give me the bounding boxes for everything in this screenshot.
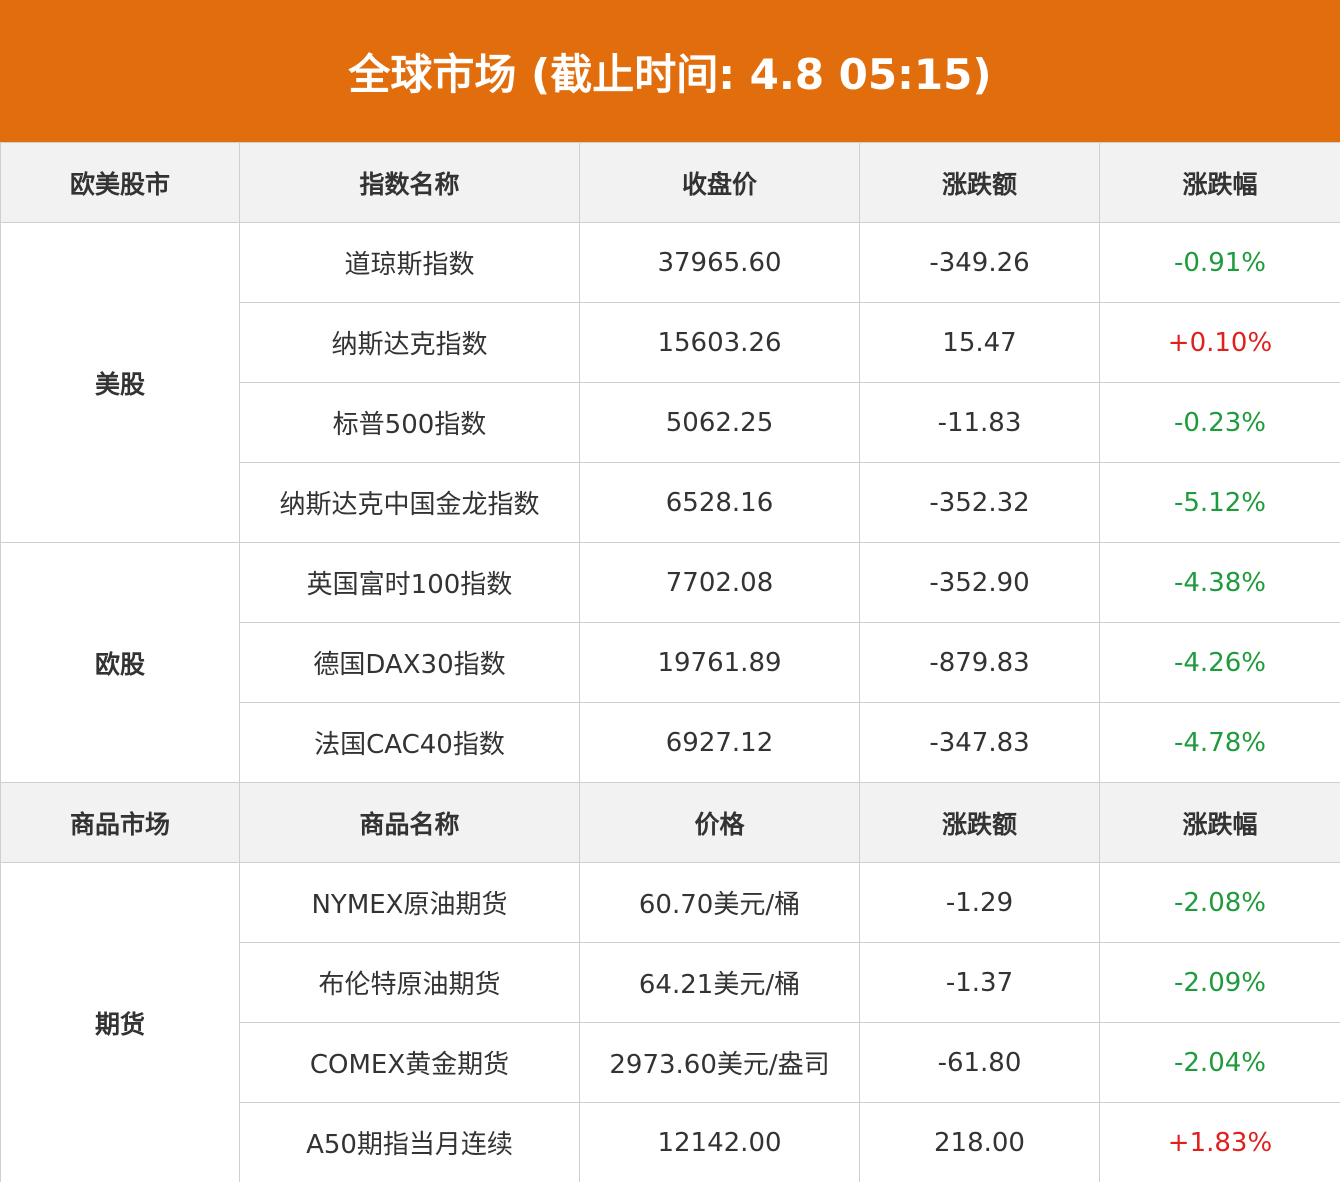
change: -11.83: [859, 382, 1100, 463]
column-header: 涨跌幅: [1099, 142, 1340, 223]
change: -61.80: [859, 1022, 1100, 1103]
item-name: 德国DAX30指数: [239, 622, 580, 703]
change: -1.37: [859, 942, 1100, 1023]
data-row: 欧股 英国富时100指数 7702.08 -352.90 -4.38%: [0, 542, 1340, 783]
change-percent: -2.08%: [1099, 862, 1340, 943]
change-percent: -4.26%: [1099, 622, 1340, 703]
item-name: 英国富时100指数: [239, 542, 580, 623]
column-header: 价格: [579, 782, 860, 863]
market-table: 欧美股市 指数名称 收盘价 涨跌额 涨跌幅 美股 道琼斯指数 37965.60 -349.26-…: [0, 142, 1340, 1182]
column-header: 商品名称: [239, 782, 580, 863]
column-header: 涨跌幅: [1099, 782, 1340, 863]
column-header: 涨跌额: [859, 142, 1100, 223]
item-name: 法国CAC40指数: [239, 702, 580, 783]
item-name: 布伦特原油期货: [239, 942, 580, 1023]
change: -349.26: [859, 222, 1100, 303]
data-row: 标普500指数 5062.25 -11.83 -0.23%: [1, 382, 1340, 463]
header-row: 商品市场 商品名称 价格 涨跌额 涨跌幅: [0, 782, 1340, 863]
group-label: 美股: [0, 222, 240, 543]
data-row: COMEX黄金期货 2973.60美元/盎司 -61.80 -2.04%: [1, 1022, 1340, 1103]
column-header: 商品市场: [0, 782, 240, 863]
change: 15.47: [859, 302, 1100, 383]
change-percent: -2.04%: [1099, 1022, 1340, 1103]
header-row: 欧美股市 指数名称 收盘价 涨跌额 涨跌幅: [0, 142, 1340, 223]
data-row: 期货 NYMEX原油期货 60.70美元/桶 -1.29 -2.08%: [0, 862, 1340, 1182]
item-name: 道琼斯指数: [239, 222, 580, 303]
change: 218.00: [859, 1102, 1100, 1182]
change: -1.29: [859, 862, 1100, 943]
item-name: COMEX黄金期货: [239, 1022, 580, 1103]
group-label: 欧股: [0, 542, 240, 783]
title-bar: 全球市场 (截止时间: 4.8 05:15): [0, 0, 1340, 142]
column-header: 涨跌额: [859, 782, 1100, 863]
item-name: 纳斯达克中国金龙指数: [239, 462, 580, 543]
price: 60.70美元/桶: [579, 862, 860, 943]
price: 6528.16: [579, 462, 860, 543]
price: 64.21美元/桶: [579, 942, 860, 1023]
price: 2973.60美元/盎司: [579, 1022, 860, 1103]
change: -352.32: [859, 462, 1100, 543]
item-name: NYMEX原油期货: [239, 862, 580, 943]
change-percent: +1.83%: [1099, 1102, 1340, 1182]
change: -347.83: [859, 702, 1100, 783]
data-row: 德国DAX30指数 19761.89 -879.83 -4.26%: [1, 622, 1340, 703]
change-percent: -0.23%: [1099, 382, 1340, 463]
change-percent: -0.91%: [1099, 222, 1340, 303]
price: 6927.12: [579, 702, 860, 783]
change-percent: -4.78%: [1099, 702, 1340, 783]
change-percent: -2.09%: [1099, 942, 1340, 1023]
column-header: 欧美股市: [0, 142, 240, 223]
price: 19761.89: [579, 622, 860, 703]
change-percent: +0.10%: [1099, 302, 1340, 383]
price: 7702.08: [579, 542, 860, 623]
group-label: 期货: [0, 862, 240, 1182]
price: 12142.00: [579, 1102, 860, 1182]
price: 5062.25: [579, 382, 860, 463]
change-percent: -5.12%: [1099, 462, 1340, 543]
data-row: 美股 道琼斯指数 37965.60 -349.26 -0.91%: [0, 222, 1340, 543]
data-row: 法国CAC40指数 6927.12 -347.83 -4.78%: [1, 702, 1340, 783]
item-name: 纳斯达克指数: [239, 302, 580, 383]
price: 15603.26: [579, 302, 860, 383]
data-row: A50期指当月连续 12142.00 218.00 +1.83%: [1, 1102, 1340, 1182]
change-percent: -4.38%: [1099, 542, 1340, 623]
price: 37965.60: [579, 222, 860, 303]
column-header: 指数名称: [239, 142, 580, 223]
data-row: 纳斯达克中国金龙指数 6528.16 -352.32 -5.12%: [1, 462, 1340, 543]
item-name: 标普500指数: [239, 382, 580, 463]
change: -879.83: [859, 622, 1100, 703]
column-header: 收盘价: [579, 142, 860, 223]
data-row: 布伦特原油期货 64.21美元/桶 -1.37 -2.09%: [1, 942, 1340, 1023]
change: -352.90: [859, 542, 1100, 623]
item-name: A50期指当月连续: [239, 1102, 580, 1182]
